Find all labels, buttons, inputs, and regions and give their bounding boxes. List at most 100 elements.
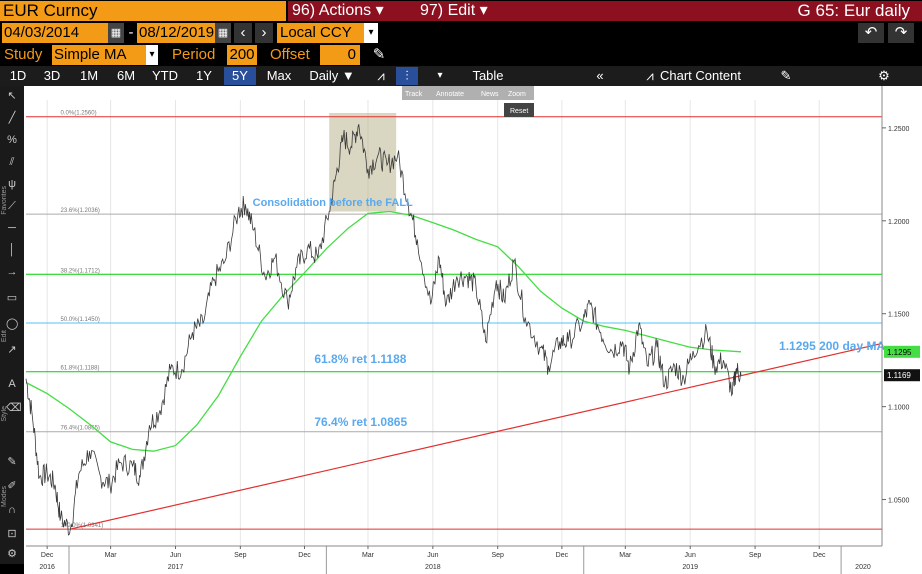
x-tick-label: Sep (749, 552, 762, 559)
fib-level-label: 61.8%(1.1188) (61, 366, 100, 372)
magnet-icon[interactable]: ∩ (8, 504, 16, 516)
chevron-down-icon[interactable]: ▾ (146, 45, 158, 65)
annotation-label: 76.4% ret 1.0865 (314, 415, 407, 429)
redo-icon[interactable]: ↷ (888, 23, 914, 43)
edit-label: Edit (1, 330, 8, 343)
y-tick-label: 1.2500 (888, 126, 910, 133)
annotation-label: 61.8% ret 1.1188 (314, 352, 406, 366)
rectangle-tool-icon[interactable]: ▭ (6, 292, 18, 304)
price-chart[interactable]: 0.0%(1.2560) 23.6%(1.2036) 38.2%(1.1712) 50… (24, 86, 922, 574)
y-tick-label: 1.1500 (888, 312, 910, 319)
price-line (25, 124, 742, 536)
start-date-field[interactable]: 04/03/2014 (2, 23, 108, 43)
chevron-down-icon[interactable]: ▾ (437, 70, 443, 81)
fibonacci-tool-icon[interactable]: % (7, 134, 17, 146)
price-value-tag: 1.1169 (887, 371, 911, 380)
fib-level-label: 0.0%(1.2560) (61, 111, 97, 117)
undo-icon[interactable]: ↶ (858, 23, 884, 43)
x-tick-label: Mar (362, 552, 375, 559)
drawing-sidebar: ↖ ╱ % ⫽ ψ ⟋ ─ │ → ▭ ◯ ↗ A ⌫ ✎ ✐ ∩ ⊡ ⚙ Fa… (0, 86, 24, 564)
trend-tool-icon[interactable]: ⟋ (8, 200, 16, 212)
x-tick-label: Jun (685, 552, 696, 559)
page-title: G 65: Eur daily (515, 1, 922, 21)
consolidation-box (329, 113, 397, 212)
x-tick-label: Jun (170, 552, 181, 559)
range-5y-button[interactable]: 5Y (224, 67, 256, 85)
annotate-button[interactable]: Annotate (436, 91, 464, 98)
range-1y-button[interactable]: 1Y (196, 68, 212, 83)
track-button[interactable]: Track (405, 91, 423, 98)
candlestick-icon[interactable]: ⫶ (396, 67, 418, 85)
range-1d-button[interactable]: 1D (9, 68, 27, 83)
modes-label: Modes (1, 486, 8, 508)
arrow-tool-icon[interactable]: ↗ (7, 344, 17, 356)
x-tick-label: Dec (556, 552, 569, 559)
x-tick-label: Mar (619, 552, 632, 559)
actions-menu[interactable]: 96) Actions ▾ (288, 1, 400, 21)
pitchfork-tool-icon[interactable]: ψ (8, 178, 16, 190)
pen-tool-icon[interactable]: ✎ (7, 456, 17, 468)
price-value-tag-bg (884, 369, 920, 382)
cursor-icon[interactable]: ↖ (7, 90, 17, 102)
next-period-button[interactable]: › (255, 23, 273, 43)
x-tick-label: Dec (41, 552, 54, 559)
study-label: Study (4, 46, 43, 63)
edit-chart-icon[interactable]: ✎ (780, 68, 792, 83)
ellipse-tool-icon[interactable]: ◯ (6, 318, 19, 330)
annotation-label: 1.1295 200 day MA (779, 339, 885, 353)
edit-menu[interactable]: 97) Edit ▾ (400, 1, 528, 21)
calendar-icon[interactable]: ▦ (108, 23, 124, 43)
previous-period-button[interactable]: ‹ (234, 23, 252, 43)
range-1m-button[interactable]: 1M (79, 68, 99, 83)
range-6m-button[interactable]: 6M (116, 68, 136, 83)
settings-icon[interactable]: ⚙ (7, 548, 17, 560)
channel-tool-icon[interactable]: ⫽ (9, 156, 15, 168)
reset-button[interactable]: Reset (510, 108, 528, 115)
trendline (70, 342, 883, 530)
brush-tool-icon[interactable]: ✐ (7, 480, 17, 492)
collapse-left-icon[interactable]: « (596, 68, 604, 83)
annotation-label: Consolidation before the FALL (253, 197, 413, 209)
x-tick-label: Jun (427, 552, 438, 559)
table-button[interactable]: Table (472, 68, 504, 83)
range-max-button[interactable]: Max (266, 68, 292, 83)
x-tick-label: Sep (491, 552, 504, 559)
chart-content-icon: ⩘ (646, 68, 654, 83)
offset-input[interactable]: 0 (320, 45, 360, 65)
calendar-icon[interactable]: ▦ (215, 23, 231, 43)
line-tool-icon[interactable]: ╱ (8, 112, 16, 124)
chart-content-button[interactable]: Chart Content (660, 68, 741, 83)
fib-level-label: 23.6%(1.2036) (61, 208, 100, 214)
security-ticker[interactable]: EUR Curncy (0, 1, 286, 21)
zoom-button[interactable]: Zoom (508, 91, 526, 98)
reset-button-bg[interactable] (504, 103, 534, 117)
style-label: Style (1, 406, 8, 422)
end-date-field[interactable]: 08/12/2019 (137, 23, 215, 43)
news-button[interactable]: News (481, 91, 499, 98)
range-ytd-button[interactable]: YTD (152, 68, 178, 83)
y-tick-label: 1.1000 (888, 405, 910, 412)
range-3d-button[interactable]: 3D (43, 68, 61, 83)
chevron-down-icon[interactable]: ▾ (364, 23, 378, 43)
offset-label: Offset (270, 46, 310, 63)
x-tick-label: Dec (813, 552, 826, 559)
ray-tool-icon[interactable]: → (6, 266, 18, 278)
date-separator: - (128, 24, 134, 41)
line-chart-icon[interactable]: ⩘ (377, 68, 385, 83)
x-tick-label: Mar (105, 552, 118, 559)
period-input[interactable]: 200 (227, 45, 257, 65)
vertical-line-icon[interactable]: │ (8, 244, 16, 256)
chart-background (24, 86, 922, 574)
x-tick-label: Dec (298, 552, 311, 559)
lock-icon[interactable]: ⊡ (7, 528, 17, 540)
frequency-select[interactable]: Daily ▼ (309, 68, 355, 83)
study-select[interactable]: Simple MA (52, 45, 146, 65)
overlay-toolbar (402, 86, 534, 100)
horizontal-line-icon[interactable]: ─ (8, 222, 16, 234)
gear-icon[interactable]: ⚙ (878, 68, 890, 83)
eraser-icon[interactable]: ⌫ (6, 402, 22, 414)
currency-select[interactable]: Local CCY (277, 23, 364, 43)
date-range-bar: 04/03/2014 ▦ - 08/12/2019 ▦ ‹ › Local CC… (0, 22, 922, 44)
pencil-icon[interactable]: ✎ (372, 46, 386, 63)
text-tool-icon[interactable]: A (8, 378, 16, 390)
